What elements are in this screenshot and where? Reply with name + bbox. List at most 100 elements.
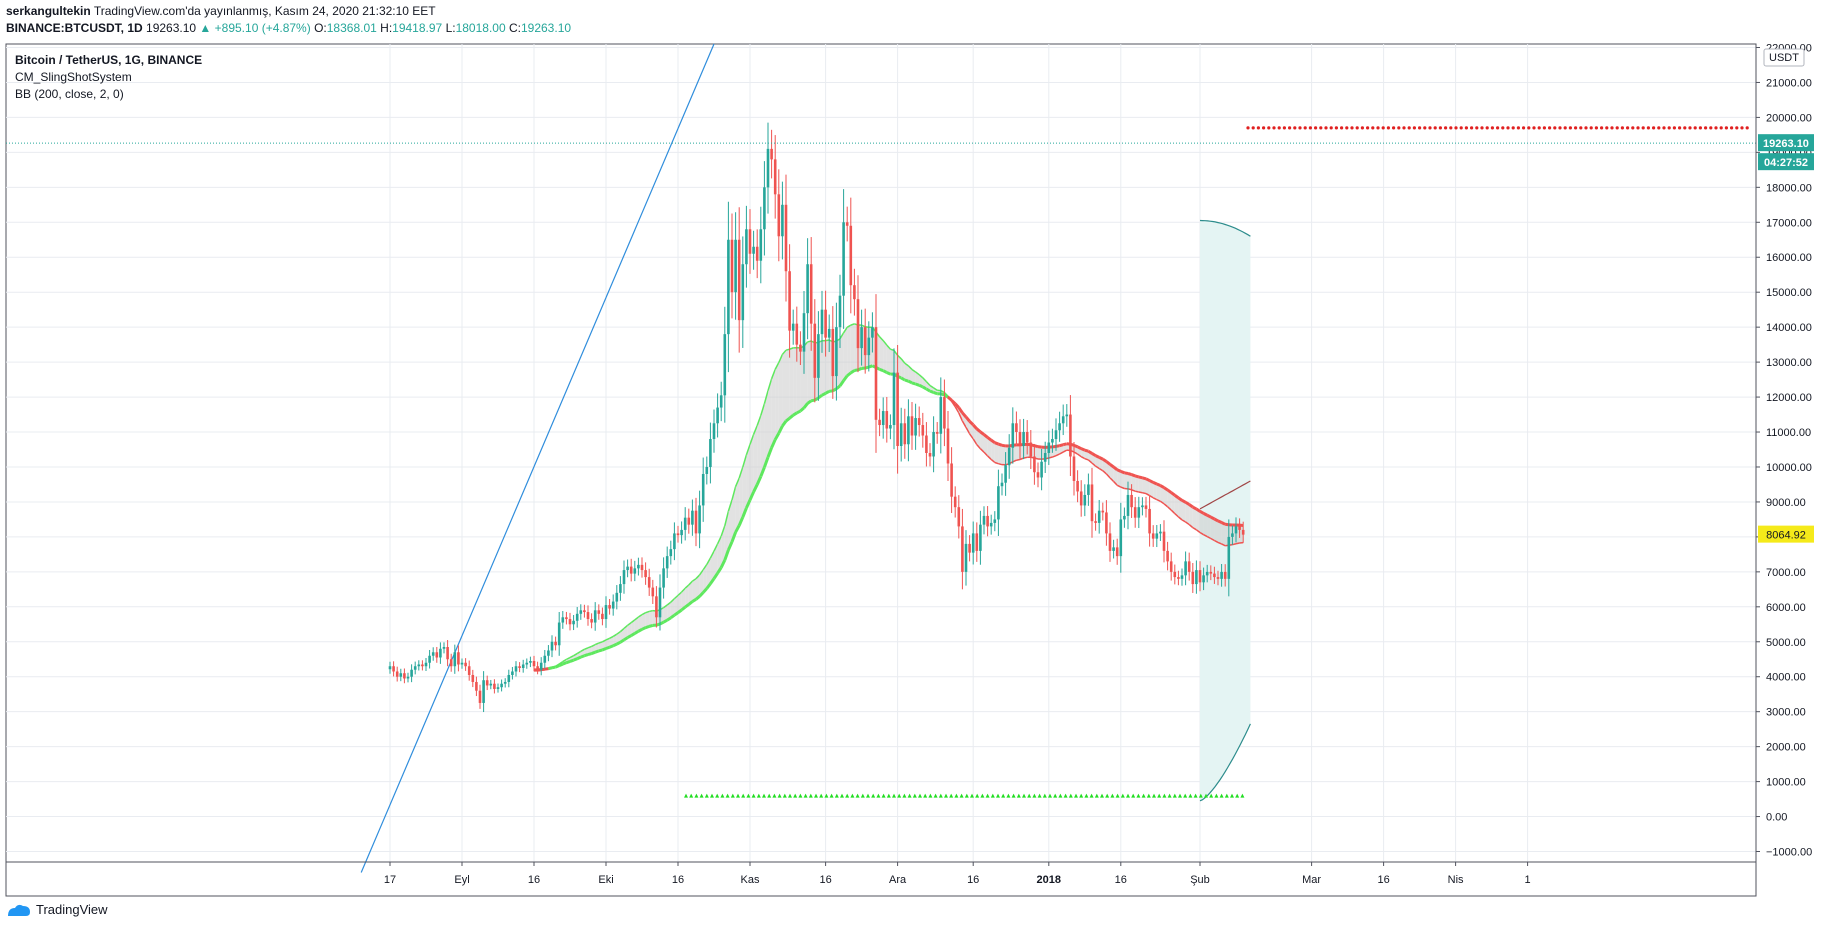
candle-body: [968, 543, 971, 553]
ema-slow: [986, 436, 993, 442]
candle-body: [615, 592, 619, 602]
sell-signal-dot: [1542, 126, 1546, 130]
signal-dots: [684, 126, 1749, 798]
ema-fast: [688, 580, 693, 586]
ema-slow: [900, 376, 906, 382]
bb-fill: [1199, 219, 1251, 802]
y-tick-label: 4000.00: [1766, 672, 1806, 684]
ema-fast: [749, 434, 755, 445]
candle-body: [521, 664, 525, 668]
time-axis[interactable]: 17 Eyl 16 Eki 16 Kas 16 Ara 16 2018 16 Şub Mar 16 Nis 1: [6, 861, 1756, 886]
sell-signal-dot: [1693, 126, 1697, 130]
sell-signal-dot: [1293, 126, 1297, 130]
ema-fast: [1012, 459, 1017, 463]
candle-body: [583, 610, 586, 613]
candle-body: [892, 372, 896, 426]
countdown-badge: [1758, 153, 1814, 171]
ema-fast: [637, 614, 643, 618]
y-tick-label: 7000.00: [1766, 567, 1806, 579]
ema-fill: [1002, 445, 1006, 465]
buy-signal-triangle: [1188, 793, 1193, 798]
series-title[interactable]: Bitcoin / TetherUS, 1G, BINANCE: [15, 53, 203, 67]
trendline-segment[interactable]: [360, 43, 715, 873]
ema-fill: [807, 340, 812, 404]
buy-signal-triangle: [1162, 793, 1167, 798]
indicator-slingshot[interactable]: CM_SlingShotSystem: [15, 70, 132, 84]
ema-slow: [983, 433, 989, 439]
ema-slow: [997, 442, 1003, 447]
buy-signal-triangle: [793, 793, 798, 798]
ema-slow: [634, 629, 640, 635]
candle-body: [1177, 577, 1180, 579]
ema-fill: [1153, 482, 1157, 500]
candle-body: [547, 650, 550, 656]
buy-signal-triangle: [1131, 793, 1136, 798]
close-value: 19263.10: [520, 21, 572, 35]
ema-fill: [753, 425, 758, 492]
sell-signal-dot: [1730, 126, 1734, 130]
ema-fast: [1087, 459, 1093, 464]
candle-body: [745, 229, 748, 265]
ema-fast: [904, 362, 909, 367]
ema-slow: [659, 620, 665, 626]
ema-fast: [770, 369, 776, 380]
ema-slow: [821, 392, 827, 397]
author-name[interactable]: serkangultekin: [6, 4, 91, 18]
ema-fill: [1124, 472, 1128, 489]
ema-fast: [763, 390, 769, 404]
price-axis[interactable]: 22000.0021000.0020000.0019000.0018000.00…: [1755, 42, 1814, 896]
candle-body: [961, 526, 964, 572]
ema-fill: [649, 610, 653, 627]
sell-signal-dot: [1444, 126, 1448, 130]
trendline[interactable]: [360, 43, 715, 873]
ema-slow: [838, 379, 845, 387]
y-tick-label: 3000.00: [1766, 707, 1806, 719]
ema-slow: [773, 432, 781, 441]
ema-fast: [760, 403, 766, 416]
candle-body: [953, 496, 957, 508]
sell-signal-dot: [1553, 126, 1557, 130]
ema-slow: [705, 582, 712, 590]
sell-signal-dot: [1428, 126, 1432, 130]
ema-fill: [976, 428, 981, 449]
candle-body: [860, 327, 863, 349]
ema-fast: [587, 645, 592, 649]
sell-signal-dot: [1698, 126, 1702, 130]
ema-fill: [822, 340, 826, 396]
candle-body: [899, 423, 903, 447]
candle-body: [471, 674, 475, 682]
ema-slow: [558, 662, 564, 668]
ema-fill: [1102, 459, 1107, 474]
candle-body: [1115, 547, 1119, 557]
ema-fast: [745, 444, 751, 456]
ema-fill: [685, 584, 689, 608]
candle-body: [752, 246, 755, 254]
ema-fast: [972, 438, 978, 446]
ema-fill: [1117, 469, 1121, 488]
ema-fast: [911, 368, 917, 373]
candle-body: [1220, 571, 1223, 579]
candle-body: [939, 397, 943, 434]
ema-fill: [886, 345, 891, 375]
ema-fill: [1023, 444, 1028, 459]
buy-signal-triangle: [1235, 793, 1240, 798]
footer-brand[interactable]: TradingView: [6, 902, 108, 917]
candle-body: [453, 652, 457, 667]
buy-signal-triangle: [715, 793, 720, 798]
candle-body: [644, 570, 647, 578]
buy-signal-triangle: [782, 793, 787, 798]
low-label: L:: [445, 21, 456, 35]
sell-signal-dot: [1438, 126, 1442, 130]
candle-body: [755, 246, 759, 261]
ema-fast: [1019, 457, 1024, 461]
ema-fill: [1142, 477, 1146, 494]
ema-fast: [990, 458, 996, 464]
ema-slow: [573, 657, 578, 662]
ema-slow: [814, 396, 820, 402]
currency-unit-button[interactable]: [1763, 48, 1805, 67]
indicator-bb[interactable]: BB (200, close, 2, 0): [15, 87, 124, 101]
ema-fast: [1062, 449, 1068, 453]
candle-body: [1061, 416, 1065, 424]
ema-slow: [882, 369, 888, 374]
